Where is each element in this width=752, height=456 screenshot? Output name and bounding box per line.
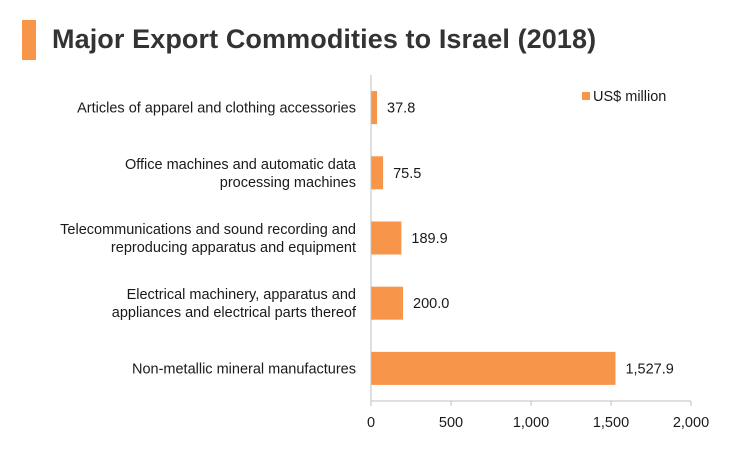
category-label-line: Electrical machinery, apparatus and bbox=[127, 287, 356, 303]
category-labels: Articles of apparel and clothing accesso… bbox=[60, 101, 357, 378]
category-label-line: Articles of apparel and clothing accesso… bbox=[77, 101, 356, 117]
legend-label: US$ million bbox=[593, 89, 666, 105]
x-tick-label-4: 2,000 bbox=[673, 415, 709, 431]
category-label-line: Telecommunications and sound recording a… bbox=[60, 222, 356, 238]
category-label-3: Electrical machinery, apparatus and appli… bbox=[112, 287, 357, 321]
legend-swatch bbox=[582, 92, 590, 100]
value-label-3: 200.0 bbox=[413, 296, 449, 312]
category-label-1: Office machines and automatic data proces… bbox=[125, 157, 357, 191]
category-label-line: reproducing apparatus and equipment bbox=[111, 240, 356, 256]
x-axis: 0 500 1,000 1,500 2,000 bbox=[367, 75, 709, 431]
bar-3 bbox=[371, 286, 403, 320]
category-label-4: Non-metallic mineral manufactures bbox=[132, 361, 356, 377]
category-label-line: Non-metallic mineral manufactures bbox=[132, 361, 356, 377]
bar-1 bbox=[371, 156, 384, 190]
title-accent-bar bbox=[22, 20, 36, 60]
category-label-0: Articles of apparel and clothing accesso… bbox=[77, 101, 356, 117]
legend: US$ million bbox=[582, 89, 666, 105]
bar-0 bbox=[371, 91, 378, 125]
category-label-2: Telecommunications and sound recording a… bbox=[60, 222, 356, 256]
x-tick-label-3: 1,500 bbox=[593, 415, 629, 431]
x-tick-label-2: 1,000 bbox=[513, 415, 549, 431]
bars bbox=[371, 91, 616, 385]
category-label-line: processing machines bbox=[220, 175, 356, 191]
category-label-line: Office machines and automatic data bbox=[125, 157, 357, 173]
value-label-0: 37.8 bbox=[387, 101, 415, 117]
value-label-4: 1,527.9 bbox=[625, 361, 673, 377]
x-tick-label-1: 500 bbox=[439, 415, 463, 431]
value-labels: 37.8 75.5 189.9 200.0 1,527.9 bbox=[387, 101, 674, 378]
chart-title: Major Export Commodities to Israel (2018… bbox=[52, 24, 597, 54]
category-label-line: appliances and electrical parts thereof bbox=[112, 305, 357, 321]
bar-2 bbox=[371, 221, 402, 255]
x-tick-label-0: 0 bbox=[367, 415, 375, 431]
value-label-1: 75.5 bbox=[393, 166, 421, 182]
bar-4 bbox=[371, 351, 616, 385]
value-label-2: 189.9 bbox=[411, 231, 447, 247]
